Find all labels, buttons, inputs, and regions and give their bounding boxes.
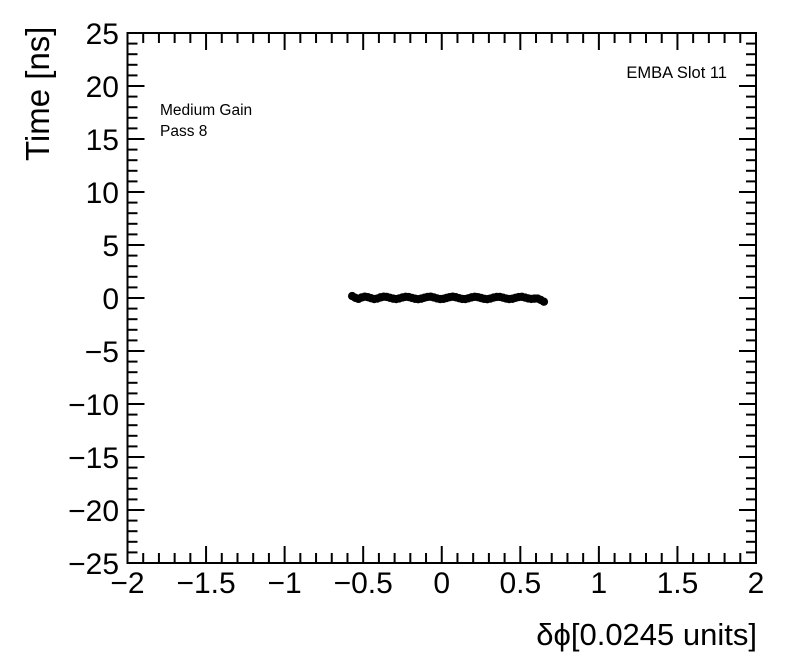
x-axis-tick-labels: −2 −1.5 −1 −0.5 0 0.5 1 1.5 2 [110, 567, 764, 600]
scatter-data-points [347, 291, 549, 306]
x-tick-label: −1.5 [176, 567, 235, 600]
annotation-medium-gain: Medium Gain [160, 102, 252, 119]
annotation-emba-slot: EMBA Slot 11 [626, 64, 727, 82]
y-axis-tick-labels: 25 20 15 10 5 0 −5 −10 −15 −20 −25 [68, 18, 119, 581]
x-tick-label: −0.5 [334, 567, 393, 600]
x-tick-label: 1 [591, 567, 608, 600]
x-tick-label: 1.5 [657, 567, 699, 600]
x-tick-label: −1 [268, 567, 302, 600]
x-axis-title: δϕ[0.0245 units] [536, 617, 757, 652]
x-tick-label: 0.5 [499, 567, 541, 600]
y-tick-label: 15 [86, 124, 119, 157]
annotation-pass: Pass 8 [160, 123, 207, 140]
y-tick-label: 0 [102, 283, 119, 316]
axis-ticks [126, 32, 757, 564]
y-tick-label: 5 [102, 230, 119, 263]
x-tick-label: −2 [110, 567, 144, 600]
x-tick-label: 2 [748, 567, 765, 600]
y-tick-label: −25 [68, 548, 119, 581]
y-tick-label: −15 [68, 442, 119, 475]
y-tick-label: 10 [86, 177, 119, 210]
y-tick-label: −5 [85, 336, 119, 369]
y-tick-label: −20 [68, 495, 119, 528]
y-tick-label: 25 [86, 18, 119, 51]
data-point [539, 297, 549, 306]
y-tick-label: 20 [86, 71, 119, 104]
y-tick-label: −10 [68, 389, 119, 422]
y-axis-title: Time [ns] [19, 27, 56, 161]
x-tick-label: 0 [433, 567, 450, 600]
